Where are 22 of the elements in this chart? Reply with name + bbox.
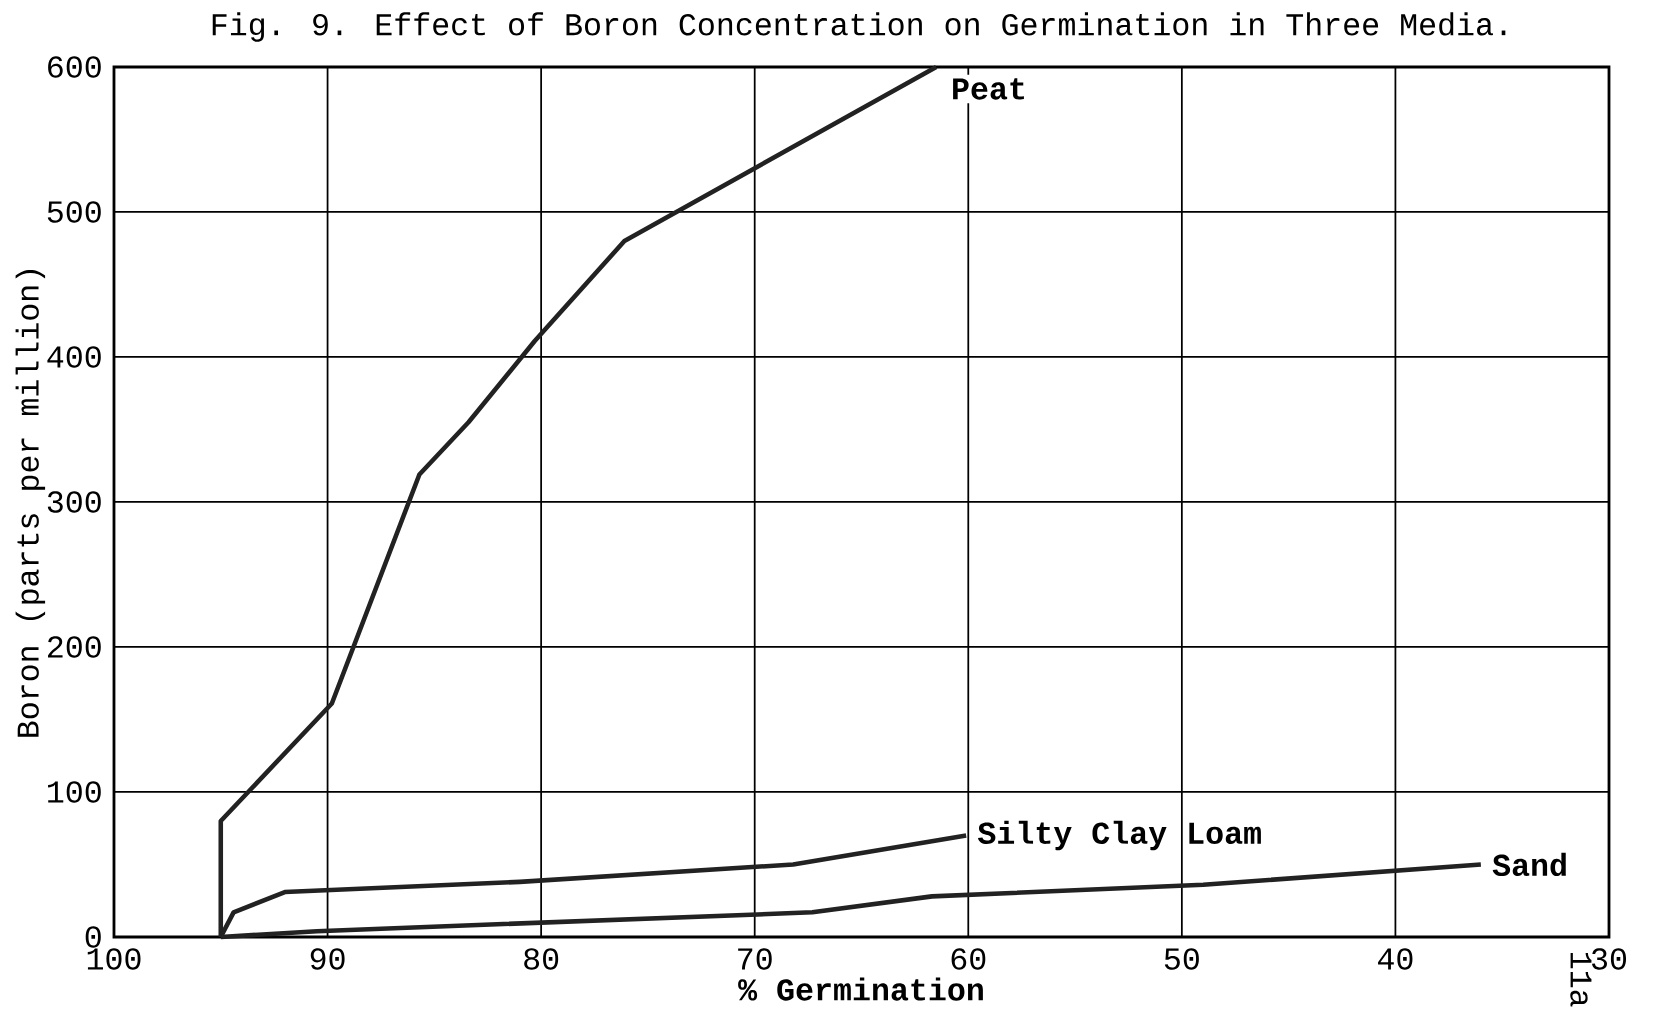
series-label: Sand xyxy=(1492,852,1566,877)
y-tick-label: 500 xyxy=(47,201,101,223)
y-tick-label: 400 xyxy=(47,346,101,368)
y-tick-label: 600 xyxy=(48,56,101,78)
y-tick-label: 300 xyxy=(47,491,101,513)
series-label: Silty Clay Loam xyxy=(977,820,1261,851)
x-tick-label: 60 xyxy=(951,948,986,970)
x-tick-label: 70 xyxy=(738,948,772,970)
x-tick-label: 40 xyxy=(1378,948,1413,970)
y-tick-label: 100 xyxy=(48,781,101,803)
y-axis-title: Boron (parts per million) xyxy=(15,270,46,737)
x-tick-label: 100 xyxy=(87,948,141,970)
series-label: Peat xyxy=(953,78,1024,100)
x-tick-label: 80 xyxy=(524,948,559,970)
x-tick-label: 90 xyxy=(310,948,345,970)
x-tick-label: 50 xyxy=(1164,948,1199,970)
chart-title: Fig. 9. Effect of Boron Concentration on Germination in Three Media. xyxy=(212,12,1506,42)
x-tick-label: 30 xyxy=(1591,948,1627,970)
y-tick-label: 200 xyxy=(48,636,101,658)
x-axis-title: % Germination xyxy=(738,977,983,1001)
text: 11a xyxy=(1570,952,1592,1007)
y-tick-label: 0 xyxy=(85,926,101,948)
